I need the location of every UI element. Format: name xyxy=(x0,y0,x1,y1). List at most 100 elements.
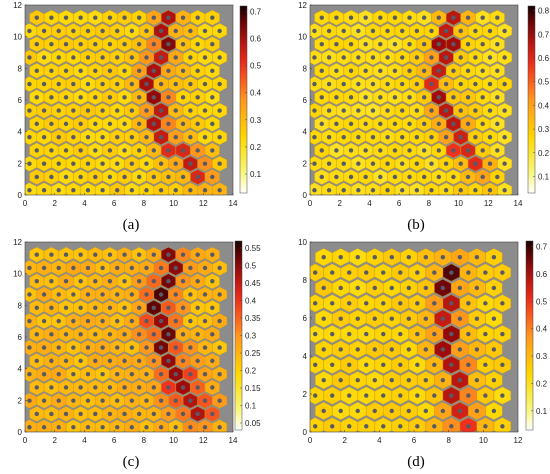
neuron-node xyxy=(436,95,441,100)
neuron-node xyxy=(400,81,405,87)
neuron-node xyxy=(474,347,480,352)
neuron-node xyxy=(372,316,377,321)
colorbar-tick-label: 0.5 xyxy=(250,62,262,71)
neuron-node xyxy=(85,265,91,271)
neuron-node xyxy=(400,28,405,34)
neuron-node xyxy=(56,55,61,60)
neuron-node xyxy=(330,331,335,337)
colorbar-tick-label: 0.5 xyxy=(245,262,257,271)
panel-c: 0 2 4 6 8 10 12 14 0 2 4 6 8 10 12 0.05 0.1 0.15 0.2 0.25 0.… xyxy=(0,237,270,472)
neuron-node xyxy=(381,362,386,368)
neuron-node xyxy=(338,377,343,383)
neuron-node xyxy=(480,148,485,153)
neuron-node xyxy=(347,331,352,337)
neuron-node xyxy=(321,347,326,352)
neuron-node xyxy=(364,362,369,368)
neuron-node xyxy=(27,81,32,87)
neuron-node xyxy=(122,332,127,337)
neuron-node xyxy=(210,68,215,73)
neuron-node xyxy=(449,362,454,368)
neuron-node xyxy=(188,345,193,350)
neuron-node xyxy=(107,411,113,417)
neuron-node xyxy=(385,188,390,193)
neuron-node xyxy=(500,331,505,337)
neuron-node xyxy=(49,332,54,337)
neuron-node xyxy=(85,425,91,430)
neuron-node xyxy=(144,371,149,377)
neuron-node xyxy=(313,301,318,306)
neuron-node xyxy=(158,398,164,403)
neuron-node xyxy=(458,55,463,60)
neuron-node xyxy=(363,95,368,100)
neuron-node xyxy=(78,148,83,153)
x-tick-label: 2 xyxy=(337,199,342,208)
neuron-node xyxy=(195,68,200,73)
y-tick-label: 12 xyxy=(298,1,307,10)
neuron-node xyxy=(210,279,215,284)
neuron-node xyxy=(151,385,156,390)
neuron-node xyxy=(115,398,120,403)
neuron-node xyxy=(180,279,186,284)
neuron-node xyxy=(217,134,222,140)
neuron-node xyxy=(217,28,222,34)
neuron-node xyxy=(93,305,98,310)
neuron-node xyxy=(495,42,500,47)
neuron-node xyxy=(202,28,208,34)
neuron-node xyxy=(491,377,497,383)
neuron-node xyxy=(56,108,61,113)
x-tick-label: 2 xyxy=(52,199,57,208)
neuron-node xyxy=(100,345,105,350)
neuron-node xyxy=(63,332,69,337)
neuron-node xyxy=(107,358,113,364)
neuron-node xyxy=(356,134,361,140)
neuron-node xyxy=(173,188,178,193)
neuron-node xyxy=(443,161,449,166)
colorbar-tick-label: 0.15 xyxy=(245,384,261,393)
neuron-node xyxy=(429,81,434,87)
neuron-node xyxy=(151,95,156,100)
neuron-node xyxy=(457,316,463,321)
neuron-node xyxy=(107,305,113,310)
neuron-node xyxy=(173,345,178,350)
neuron-node xyxy=(370,28,376,34)
neuron-node xyxy=(466,362,471,368)
neuron-node xyxy=(122,358,127,364)
neuron-node xyxy=(414,188,420,193)
neuron-node xyxy=(440,285,446,291)
neuron-node xyxy=(407,42,412,47)
neuron-node xyxy=(27,371,32,377)
caption-a: (a) xyxy=(122,217,140,233)
neuron-node xyxy=(381,424,386,429)
neuron-node xyxy=(355,347,360,352)
neuron-node xyxy=(41,398,47,403)
neuron-node xyxy=(372,408,377,414)
neuron-node xyxy=(71,398,76,403)
neuron-node xyxy=(487,55,493,60)
neuron-node xyxy=(372,347,377,352)
neuron-node xyxy=(321,377,326,383)
neuron-node xyxy=(385,81,390,87)
y-tick-label: 6 xyxy=(303,96,308,105)
neuron-node xyxy=(41,81,47,87)
neuron-node xyxy=(495,121,500,127)
neuron-node xyxy=(49,95,54,100)
neuron-node xyxy=(195,95,200,100)
neuron-node xyxy=(93,148,98,153)
neuron-node xyxy=(202,318,208,324)
neuron-node xyxy=(330,424,335,429)
neuron-node xyxy=(107,42,113,47)
neuron-node xyxy=(338,255,343,260)
neuron-node xyxy=(385,108,390,113)
neuron-node xyxy=(78,121,83,127)
neuron-node xyxy=(85,55,91,60)
neuron-node xyxy=(115,371,120,377)
neuron-node xyxy=(136,148,142,153)
y-tick-label: 2 xyxy=(303,390,308,399)
neuron-node xyxy=(458,161,463,166)
neuron-node xyxy=(432,270,437,275)
neuron-node xyxy=(483,424,488,429)
neuron-node xyxy=(473,188,478,193)
neuron-node xyxy=(440,408,446,414)
neuron-node xyxy=(210,95,215,100)
neuron-node xyxy=(341,28,346,34)
